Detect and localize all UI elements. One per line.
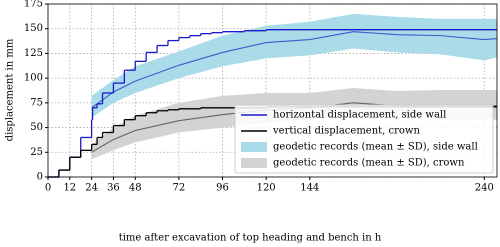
x-tick-label: 120 bbox=[257, 183, 276, 194]
x-tick-label: 24 bbox=[85, 183, 98, 194]
y-axis-label: displacement in mm bbox=[5, 38, 16, 141]
y-tick-label: 175 bbox=[24, 0, 43, 10]
y-tick-label: 75 bbox=[30, 97, 43, 108]
sd-band bbox=[91, 13, 497, 118]
x-tick-label: 240 bbox=[475, 183, 494, 194]
legend-label: horizontal displacement, side wall bbox=[273, 110, 446, 121]
x-tick-label: 72 bbox=[173, 183, 186, 194]
x-axis-label: time after excavation of top heading and… bbox=[119, 233, 382, 244]
y-tick-label: 150 bbox=[24, 23, 43, 34]
plot-frame bbox=[47, 3, 498, 178]
x-tick-label: 48 bbox=[129, 183, 142, 194]
x-tick-label: 0 bbox=[45, 183, 51, 194]
x-tick-label: 144 bbox=[300, 183, 319, 194]
mean-line bbox=[91, 31, 498, 109]
y-tick-label: 50 bbox=[30, 122, 43, 133]
x-tick-label: 12 bbox=[63, 183, 76, 194]
legend-swatch bbox=[241, 158, 267, 168]
x-tick-label: 36 bbox=[107, 183, 120, 194]
x-tick-label: 96 bbox=[216, 183, 229, 194]
y-tick-label: 0 bbox=[37, 172, 43, 183]
y-tick-label: 100 bbox=[24, 73, 43, 84]
legend-label: geodetic records (mean ± SD), crown bbox=[273, 158, 465, 169]
legend-swatch bbox=[241, 142, 267, 152]
legend-box bbox=[234, 104, 494, 174]
y-tick-label: 25 bbox=[30, 147, 43, 158]
legend-label: geodetic records (mean ± SD), side wall bbox=[273, 142, 478, 153]
legend-label: vertical displacement, crown bbox=[272, 126, 420, 137]
y-tick-label: 125 bbox=[24, 48, 43, 59]
